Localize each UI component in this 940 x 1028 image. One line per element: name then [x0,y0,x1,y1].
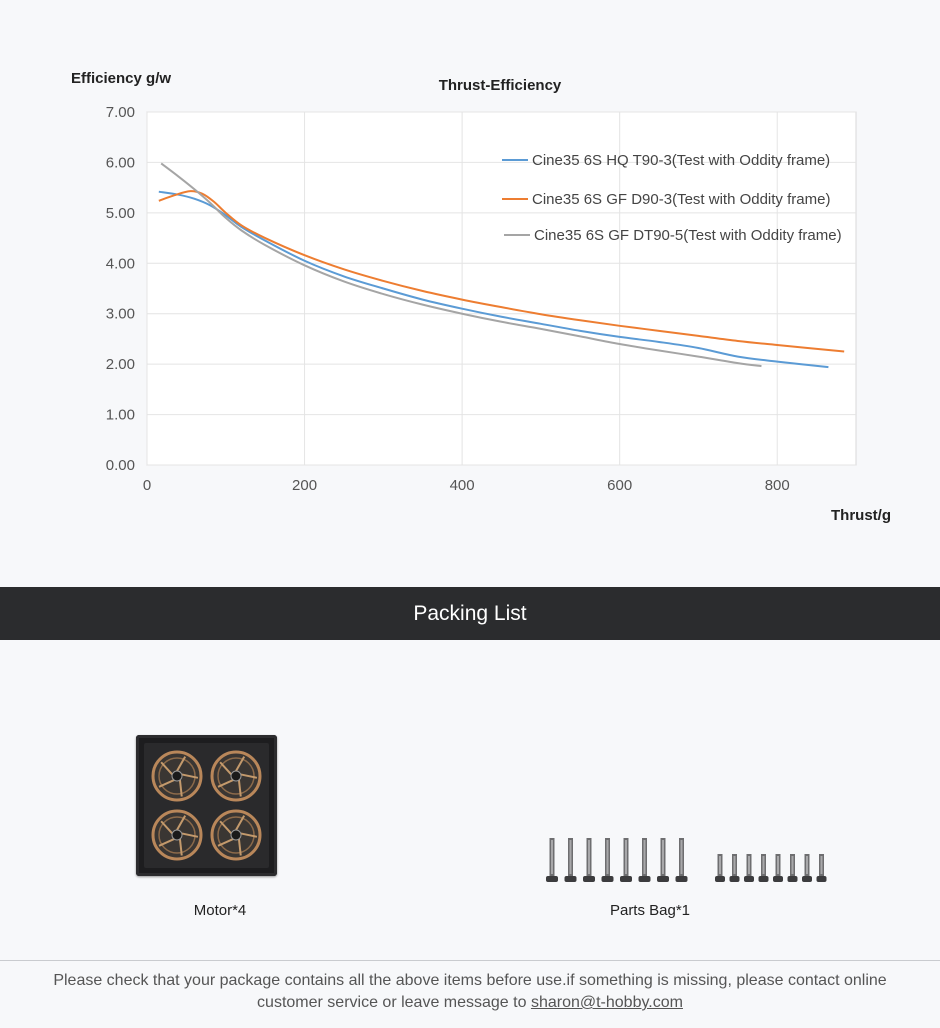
short-screw [773,854,783,882]
parts-bag-label: Parts Bag*1 [609,902,691,919]
long-screw [638,838,651,882]
motor-1 [151,750,203,802]
x-tick-label: 400 [450,477,475,494]
y-tick-label: 0.00 [106,457,135,474]
long-screw [546,838,558,882]
y-tick-label: 1.00 [106,407,135,424]
y-axis-label: Efficiency g/w [71,70,171,87]
legend-label-3: Cine35 6S GF DT90-5(Test with Oddity fra… [534,227,842,244]
chart-svg: 0.00 1.00 2.00 3.00 4.00 5.00 6.00 7.00 0 200 400 6… [71,70,891,524]
motor-tray [144,743,269,868]
short-screw [787,854,798,882]
chart-title: Thrust-Efficiency [439,77,562,94]
motor-2 [210,750,262,802]
short-screw [729,854,740,882]
y-tick-label: 4.00 [106,255,135,272]
packing-list-banner: Packing List [0,587,940,640]
contact-email-link[interactable]: sharon@t-hobby.com [530,994,683,1011]
y-tick-label: 6.00 [106,154,135,171]
legend-label-1: Cine35 6S HQ T90-3(Test with Oddity fram… [532,152,830,169]
y-tick-label: 7.00 [106,104,135,121]
long-screw [657,838,669,882]
y-tick-label: 5.00 [106,205,135,222]
motor-4 [210,809,262,861]
short-screw [744,854,754,882]
long-screw [675,838,688,882]
x-tick-label: 800 [765,477,790,494]
footer-divider [0,960,940,961]
x-tick-label: 600 [607,477,632,494]
thrust-efficiency-chart: 0.00 1.00 2.00 3.00 4.00 5.00 6.00 7.00 0 200 400 6… [71,70,891,524]
short-screw [816,854,827,882]
motor-3 [151,809,203,861]
x-tick-label: 200 [292,477,317,494]
packing-list-title: Packing List [413,601,527,625]
long-screw [583,838,595,882]
motors-graphic [151,750,262,861]
long-screw [620,838,632,882]
parts-bag-image [546,838,827,882]
y-tick-label: 2.00 [106,356,135,373]
long-screw [564,838,577,882]
y-tick-label: 3.00 [106,306,135,323]
motor-box-image [136,735,277,876]
x-tick-label: 0 [143,477,151,494]
short-screw [802,854,812,882]
motor-label: Motor*4 [193,902,247,919]
short-screw [758,854,769,882]
series-line-3 [160,162,762,368]
short-screw [715,854,725,882]
footer-notice: Please check that your package contains … [20,970,920,1014]
series-line-2 [158,190,845,353]
plot-area [146,111,857,466]
legend-label-2: Cine35 6S GF D90-3(Test with Oddity fram… [532,191,830,208]
footer-text: Please check that your package contains … [53,972,887,1011]
long-screw [601,838,614,882]
x-axis-label: Thrust/g [831,507,891,524]
